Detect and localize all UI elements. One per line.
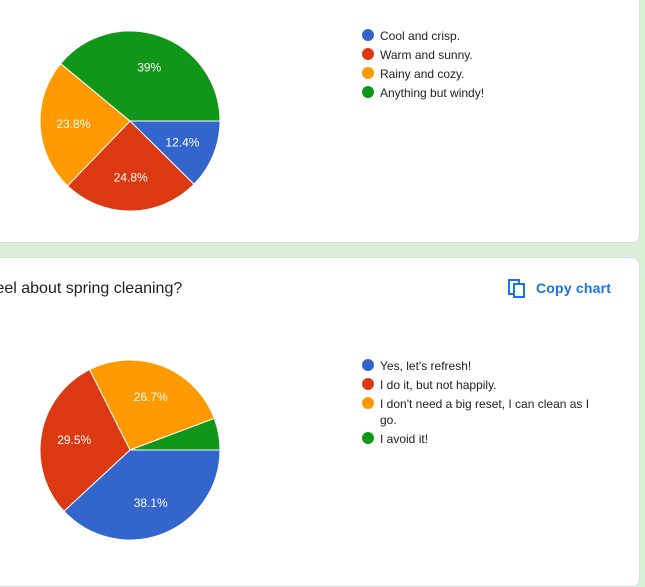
legend-item: I do it, but not happily. bbox=[362, 377, 592, 393]
pie-slice bbox=[66, 120, 195, 212]
legend-label: Cool and crisp. bbox=[380, 29, 461, 43]
pie-slice bbox=[39, 368, 131, 512]
legend-item: Cool and crisp. bbox=[362, 28, 622, 44]
legend-item: I don't need a big reset, I can clean as… bbox=[362, 396, 592, 428]
legend-swatch bbox=[362, 432, 374, 444]
legend-swatch bbox=[362, 86, 374, 98]
chart-legend: Cool and crisp. Warm and sunny. Rainy and … bbox=[362, 28, 622, 104]
legend-swatch bbox=[362, 397, 374, 409]
legend-swatch bbox=[362, 29, 374, 41]
legend-item: Anything but windy! bbox=[362, 85, 622, 101]
chart-legend: Yes, let's refresh! I do it, but not happ… bbox=[362, 358, 592, 450]
legend-item: Warm and sunny. bbox=[362, 47, 622, 63]
copy-chart-label: Copy chart bbox=[536, 280, 612, 296]
slice-percent-label: 24.8% bbox=[114, 171, 148, 185]
legend-swatch bbox=[362, 378, 374, 390]
slice-percent-label: 38.1% bbox=[134, 496, 168, 510]
slice-percent-label: 26.7% bbox=[134, 390, 168, 404]
pie-slice bbox=[88, 359, 215, 451]
legend-swatch bbox=[362, 359, 374, 371]
copy-chart-button[interactable]: Copy chart bbox=[508, 276, 611, 300]
legend-label: I avoid it! bbox=[380, 432, 429, 446]
legend-label: Warm and sunny. bbox=[380, 48, 473, 62]
chart-card-spring-cleaning: feel about spring cleaning? Copy chart 3… bbox=[0, 257, 640, 587]
pie-slice bbox=[59, 30, 221, 122]
legend-label: Anything but windy! bbox=[380, 86, 485, 100]
copy-icon bbox=[508, 278, 526, 298]
legend-label: Rainy and cozy. bbox=[380, 67, 465, 81]
slice-percent-label: 29.5% bbox=[57, 433, 91, 447]
pie-slice bbox=[129, 417, 221, 451]
legend-label: I do it, but not happily. bbox=[380, 378, 497, 392]
slice-percent-label: 39% bbox=[137, 61, 161, 75]
legend-item: Rainy and cozy. bbox=[362, 66, 622, 82]
pie-slice bbox=[63, 449, 221, 541]
slice-percent-label: 12.4% bbox=[165, 136, 199, 150]
slice-percent-label: 23.8% bbox=[56, 117, 90, 131]
pie-chart: 12.4% 24.8% 23.8% 39% bbox=[39, 30, 221, 212]
pie-slice bbox=[128, 120, 221, 185]
legend-item: Yes, let's refresh! bbox=[362, 358, 592, 374]
chart-card-weather: 12.4% 24.8% 23.8% 39% Cool and crisp. Warm a… bbox=[0, 0, 640, 243]
legend-label: I don't need a big reset, I can clean as… bbox=[380, 397, 590, 427]
legend-swatch bbox=[362, 67, 374, 79]
legend-label: Yes, let's refresh! bbox=[380, 359, 472, 373]
legend-swatch bbox=[362, 48, 374, 60]
question-title: feel about spring cleaning? bbox=[0, 280, 183, 297]
pie-slice bbox=[39, 62, 131, 187]
pie-chart: 38.1% 29.5% 26.7% bbox=[39, 359, 221, 541]
legend-item: I avoid it! bbox=[362, 431, 592, 447]
